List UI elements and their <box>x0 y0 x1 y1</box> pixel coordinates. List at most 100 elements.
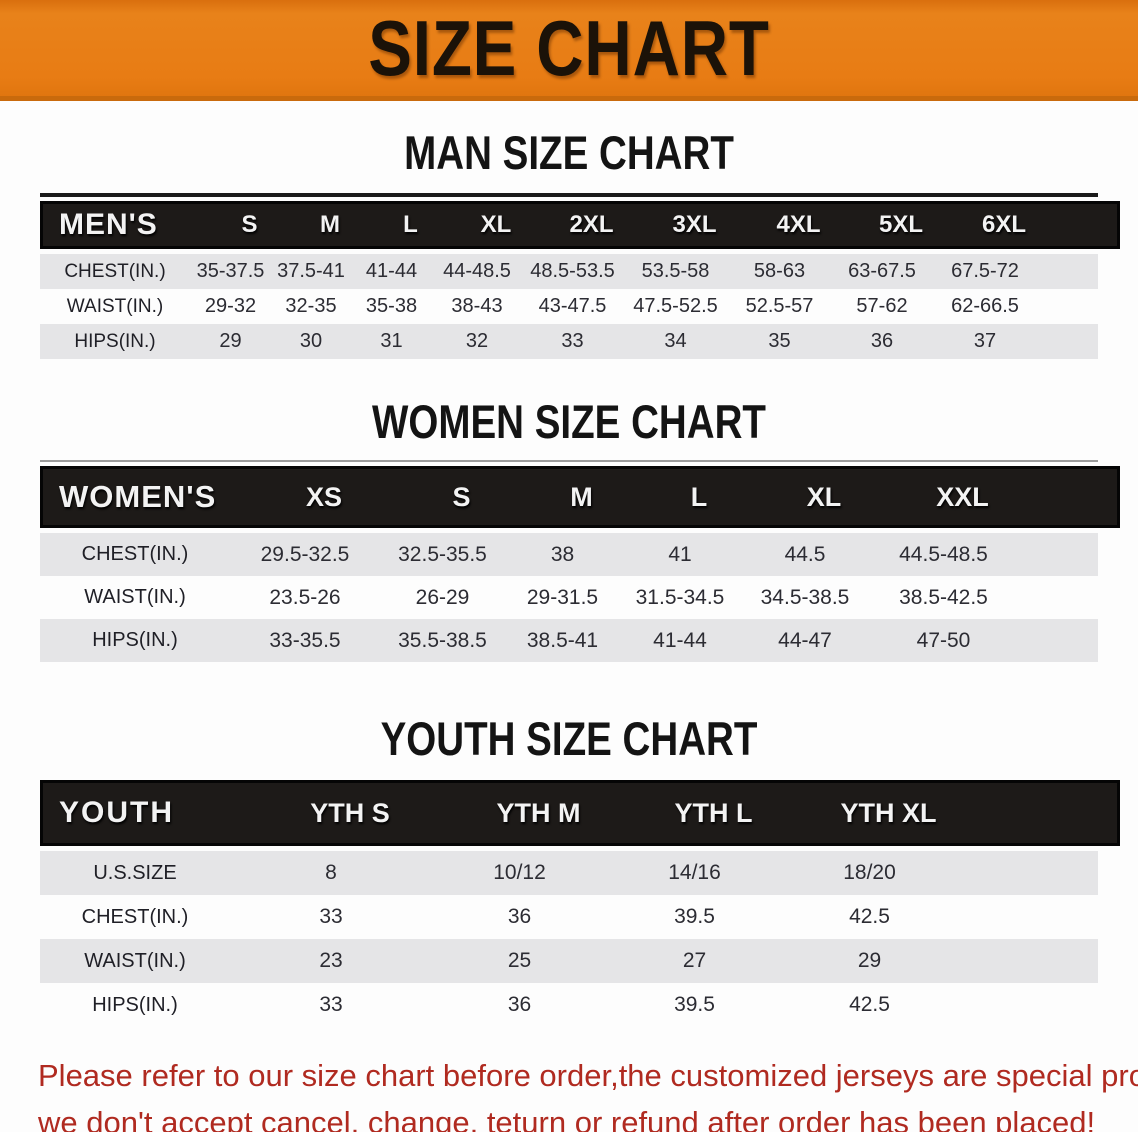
man-section-heading: MAN SIZE CHART <box>404 126 734 179</box>
value-cell: 33 <box>522 324 623 359</box>
size-table-body: CHEST(IN.) 29.5-32.5 32.5-35.5 38 41 44.5 44.5… <box>40 533 1098 662</box>
spacer-cell <box>957 851 1098 895</box>
value-cell: 33 <box>230 895 432 939</box>
table-top-rule <box>40 193 1098 197</box>
women-size-section: WOMEN SIZE CHART WOMEN'S XS S M L XL XXL CHEST(… <box>0 397 1138 662</box>
youth-size-section: YOUTH SIZE CHART YOUTH YTH S YTH M YTH L YTH… <box>0 714 1138 1027</box>
value-cell: 29 <box>782 939 957 983</box>
table-row: WAIST(IN.) 23.5-26 26-29 29-31.5 31.5-34.5 34… <box>40 576 1098 619</box>
spacer-cell <box>1036 466 1120 528</box>
value-cell: 35 <box>728 324 831 359</box>
size-header-cell: XL <box>451 201 541 249</box>
table-top-rule <box>40 460 1098 462</box>
table-row: CHEST(IN.) 35-37.5 37.5-41 41-44 44-48.5 48.5… <box>40 254 1098 289</box>
size-header-cell: YTH S <box>249 780 451 846</box>
value-cell: 57-62 <box>831 289 933 324</box>
value-cell: 25 <box>432 939 607 983</box>
value-cell: 37.5-41 <box>271 254 351 289</box>
value-cell: 39.5 <box>607 895 782 939</box>
table-row: CHEST(IN.) 33 36 39.5 42.5 <box>40 895 1098 939</box>
value-cell: 43-47.5 <box>522 289 623 324</box>
spacer-cell <box>957 895 1098 939</box>
value-cell: 23.5-26 <box>230 576 380 619</box>
spacer-cell <box>957 939 1098 983</box>
size-header-cell: YTH M <box>451 780 626 846</box>
notice-line-1: Please refer to our size chart before or… <box>38 1058 1138 1093</box>
value-cell: 33 <box>230 983 432 1027</box>
row-label-cell: CHEST(IN.) <box>40 254 190 289</box>
value-cell: 35-38 <box>351 289 432 324</box>
value-cell: 35.5-38.5 <box>380 619 505 662</box>
value-cell: 58-63 <box>728 254 831 289</box>
value-cell: 41-44 <box>620 619 740 662</box>
mens-size-table: MEN'S S M L XL 2XL 3XL 4XL 5XL 6XL CHEST(IN.) 35-37… <box>40 193 1120 359</box>
row-label-cell: WAIST(IN.) <box>40 576 230 619</box>
value-cell: 38.5-41 <box>505 619 620 662</box>
spacer-cell <box>957 983 1098 1027</box>
table-row: WAIST(IN.) 29-32 32-35 35-38 38-43 43-47.5 47.… <box>40 289 1098 324</box>
value-cell: 36 <box>432 983 607 1027</box>
size-header-cell: YTH L <box>626 780 801 846</box>
women-section-heading: WOMEN SIZE CHART <box>372 395 766 448</box>
size-header-cell: 6XL <box>952 201 1056 249</box>
header-row: MEN'S S M L XL 2XL 3XL 4XL 5XL 6XL <box>40 201 1120 249</box>
size-header-cell: L <box>639 466 759 528</box>
value-cell: 23 <box>230 939 432 983</box>
size-header-cell: S <box>399 466 524 528</box>
spacer-cell <box>1017 576 1098 619</box>
spacer-cell <box>1017 619 1098 662</box>
man-size-section: MAN SIZE CHART MEN'S S M L XL 2XL 3XL 4XL 5XL 6XL… <box>0 128 1138 359</box>
value-cell: 35-37.5 <box>190 254 271 289</box>
value-cell: 30 <box>271 324 351 359</box>
value-cell: 29-31.5 <box>505 576 620 619</box>
value-cell: 44-47 <box>740 619 870 662</box>
size-header-cell: M <box>524 466 639 528</box>
value-cell: 34 <box>623 324 728 359</box>
row-label-cell: WAIST(IN.) <box>40 289 190 324</box>
value-cell: 29-32 <box>190 289 271 324</box>
youth-section-heading: YOUTH SIZE CHART <box>380 712 758 765</box>
spacer-cell <box>1037 254 1098 289</box>
table-row: WAIST(IN.) 23 25 27 29 <box>40 939 1098 983</box>
size-table-header: YOUTH YTH S YTH M YTH L YTH XL <box>40 780 1120 846</box>
value-cell: 42.5 <box>782 983 957 1027</box>
table-row: HIPS(IN.) 33 36 39.5 42.5 <box>40 983 1098 1027</box>
group-label-cell: MEN'S <box>40 201 209 249</box>
size-header-cell: 4XL <box>747 201 850 249</box>
table-row: HIPS(IN.) 33-35.5 35.5-38.5 38.5-41 41-44 44-… <box>40 619 1098 662</box>
spacer-cell <box>1037 289 1098 324</box>
value-cell: 47-50 <box>870 619 1017 662</box>
banner: SIZE CHART <box>0 0 1138 101</box>
youth-size-table: YOUTH YTH S YTH M YTH L YTH XL U.S.SIZE 8 10/12… <box>40 780 1120 1027</box>
row-label-cell: WAIST(IN.) <box>40 939 230 983</box>
value-cell: 8 <box>230 851 432 895</box>
size-header-cell: 3XL <box>642 201 747 249</box>
value-cell: 44-48.5 <box>432 254 522 289</box>
group-label-cell: WOMEN'S <box>40 466 249 528</box>
size-header-cell: 5XL <box>850 201 952 249</box>
value-cell: 38-43 <box>432 289 522 324</box>
header-row: WOMEN'S XS S M L XL XXL <box>40 466 1120 528</box>
womens-size-table: WOMEN'S XS S M L XL XXL CHEST(IN.) 29.5-32.5 32.5… <box>40 460 1120 662</box>
value-cell: 62-66.5 <box>933 289 1037 324</box>
size-header-cell: L <box>370 201 451 249</box>
size-header-cell: XL <box>759 466 889 528</box>
value-cell: 36 <box>831 324 933 359</box>
value-cell: 52.5-57 <box>728 289 831 324</box>
value-cell: 63-67.5 <box>831 254 933 289</box>
size-header-cell: YTH XL <box>801 780 976 846</box>
row-label-cell: HIPS(IN.) <box>40 324 190 359</box>
value-cell: 38.5-42.5 <box>870 576 1017 619</box>
row-label-cell: HIPS(IN.) <box>40 619 230 662</box>
size-table-header: MEN'S S M L XL 2XL 3XL 4XL 5XL 6XL <box>40 201 1120 249</box>
value-cell: 38 <box>505 533 620 576</box>
size-table-header: WOMEN'S XS S M L XL XXL <box>40 466 1120 528</box>
value-cell: 14/16 <box>607 851 782 895</box>
spacer-cell <box>1056 201 1120 249</box>
table-row: HIPS(IN.) 29 30 31 32 33 34 35 36 37 <box>40 324 1098 359</box>
value-cell: 39.5 <box>607 983 782 1027</box>
value-cell: 47.5-52.5 <box>623 289 728 324</box>
value-cell: 32 <box>432 324 522 359</box>
size-header-cell: 2XL <box>541 201 642 249</box>
value-cell: 67.5-72 <box>933 254 1037 289</box>
